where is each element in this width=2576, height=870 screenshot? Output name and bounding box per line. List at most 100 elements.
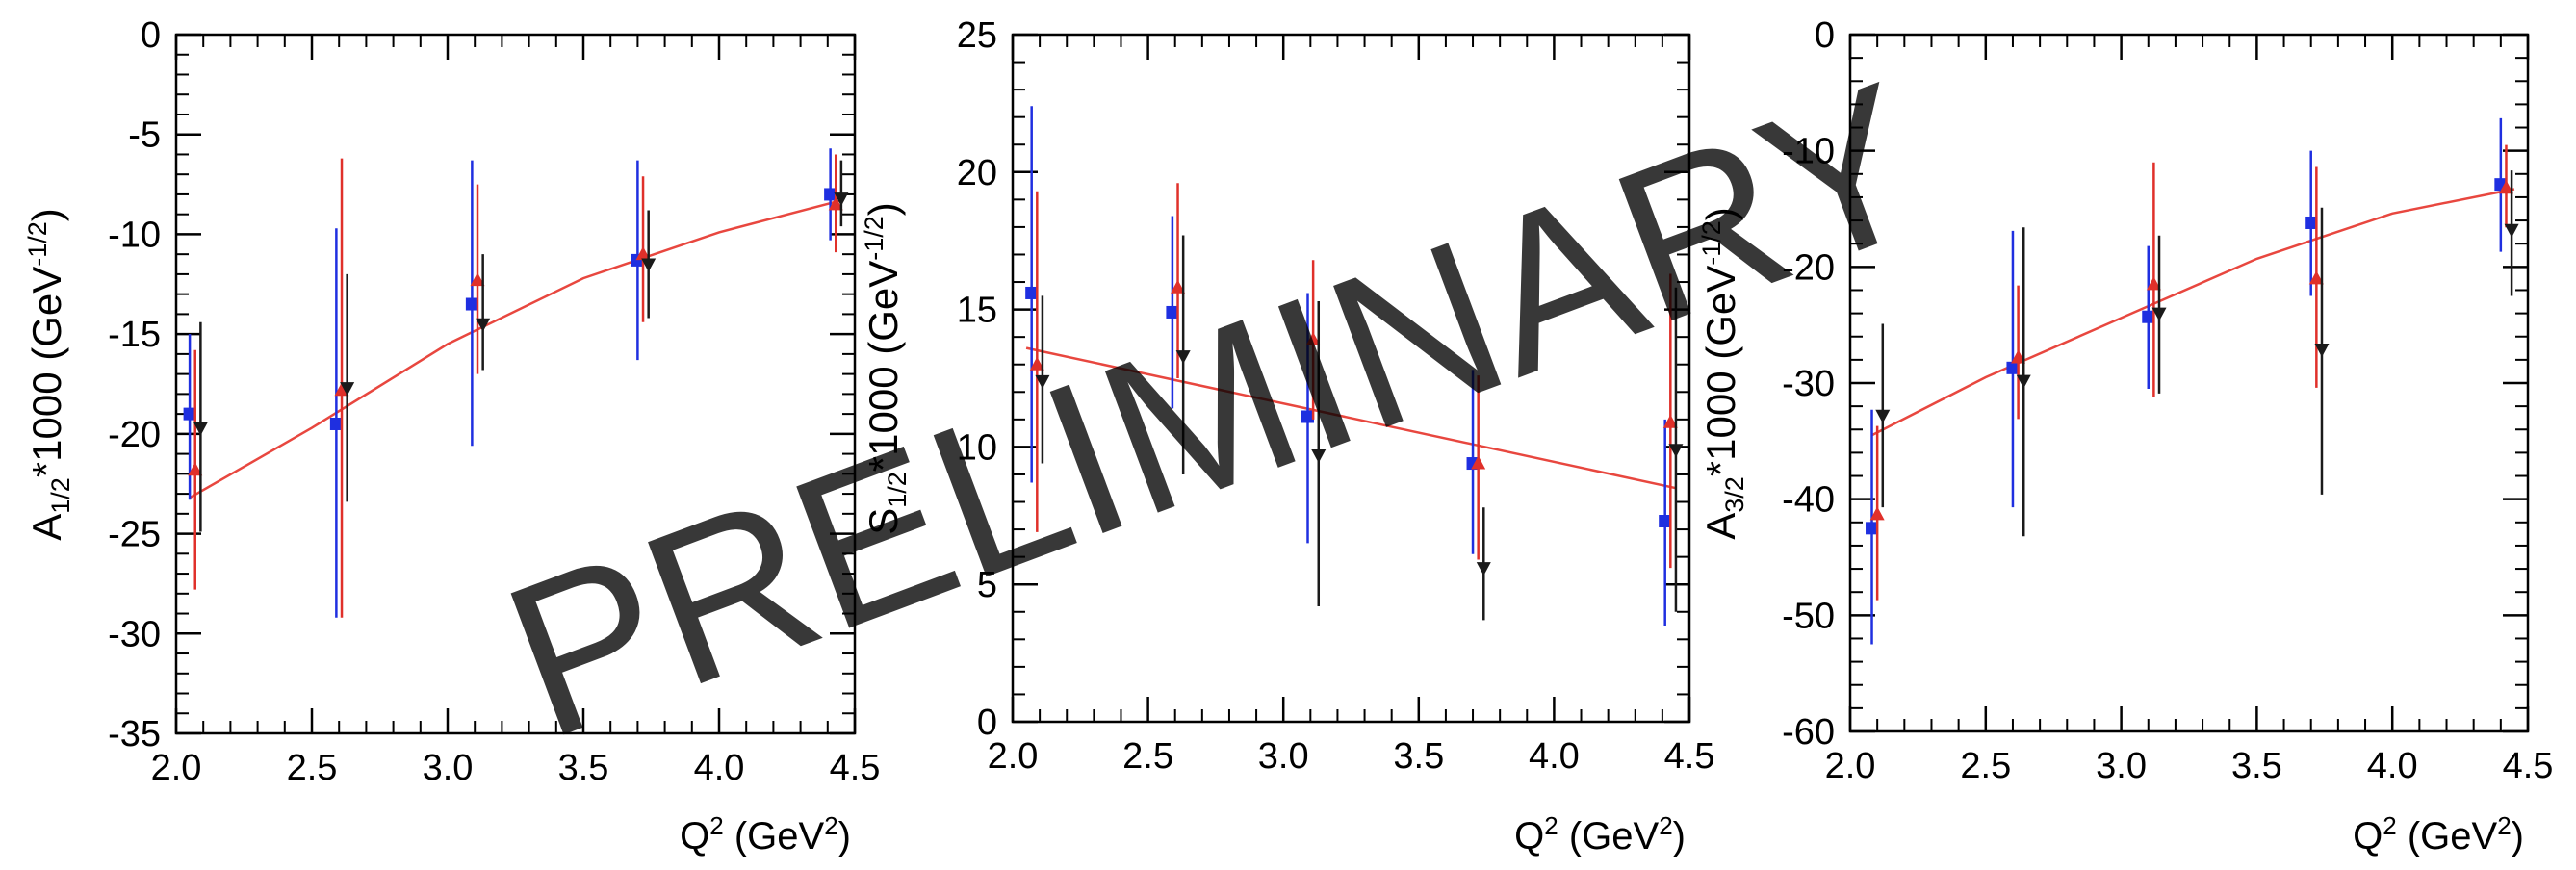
x-tick-label: 2.0 xyxy=(151,748,202,788)
data-point-inverted-triangle xyxy=(2504,223,2519,238)
series-blue xyxy=(1866,117,2508,645)
data-point-square xyxy=(1025,286,1039,299)
data-point-triangle xyxy=(2498,180,2513,194)
y-tick-label: -30 xyxy=(1782,364,1835,404)
x-tick-label: 3.0 xyxy=(1258,736,1309,777)
series-blue xyxy=(183,148,837,618)
plot-frame xyxy=(1848,33,2530,733)
y-tick-label: -25 xyxy=(108,515,161,555)
x-axis-label: Q2 (GeV2) xyxy=(2353,811,2524,857)
series-black xyxy=(193,160,849,532)
y-tick-label: -20 xyxy=(1782,247,1835,288)
x-tick-label: 4.0 xyxy=(2367,746,2418,786)
data-point-triangle xyxy=(1029,356,1044,371)
data-point-triangle xyxy=(334,382,349,397)
data-point-triangle xyxy=(1305,332,1321,346)
series-blue xyxy=(1025,106,1672,627)
data-point-inverted-triangle xyxy=(1311,448,1327,463)
x-tick-label: 2.5 xyxy=(1960,746,2011,786)
data-point-triangle xyxy=(2011,349,2026,364)
plot-frame xyxy=(174,33,857,735)
x-tick-label: 4.5 xyxy=(2503,746,2554,786)
y-tick-label: 25 xyxy=(957,15,997,56)
series-red xyxy=(188,154,843,618)
data-point-triangle xyxy=(2308,270,2324,285)
y-axis-label: A3/2*1000 (GeV-1/2) xyxy=(1697,207,1749,540)
data-point-inverted-triangle xyxy=(1875,409,1891,423)
data-point-inverted-triangle xyxy=(2016,374,2031,389)
x-tick-label: 3.5 xyxy=(558,748,609,788)
series-red xyxy=(1869,144,2513,601)
data-point-triangle xyxy=(1662,414,1678,428)
y-tick-label: -10 xyxy=(1782,132,1835,172)
y-tick-label: -10 xyxy=(108,215,161,255)
data-point-inverted-triangle xyxy=(1175,350,1191,365)
x-tick-label: 3.5 xyxy=(2231,746,2282,786)
data-point-square xyxy=(2142,310,2155,323)
y-tick-label: 5 xyxy=(977,565,997,605)
chart-panel-1: 2.0 2.5 3.0 3.5 4.0 4.5 -35 -30 -25 -20 -15 -10 -5 0 A… xyxy=(23,15,880,857)
data-point-inverted-triangle xyxy=(2314,344,2330,358)
data-point-inverted-triangle xyxy=(1035,374,1050,389)
data-point-triangle xyxy=(1171,279,1186,294)
data-point-triangle xyxy=(635,246,651,261)
y-tick-label: -40 xyxy=(1782,480,1835,521)
x-tick-label: 3.0 xyxy=(423,748,474,788)
y-tick-label: -15 xyxy=(108,315,161,355)
x-tick-label: 4.0 xyxy=(694,748,745,788)
y-tick-label: 20 xyxy=(957,153,997,193)
data-point-square xyxy=(824,188,837,201)
data-point-inverted-triangle xyxy=(1668,444,1684,458)
data-point-square xyxy=(1866,522,1879,535)
x-tick-label: 4.5 xyxy=(1664,736,1715,777)
x-tick-label: 4.0 xyxy=(1529,736,1580,777)
data-point-square xyxy=(183,407,196,421)
data-point-square xyxy=(465,297,478,311)
data-point-triangle xyxy=(188,462,203,476)
data-point-triangle xyxy=(2146,276,2161,291)
y-tick-label: 0 xyxy=(977,703,997,743)
data-point-inverted-triangle xyxy=(641,258,657,272)
x-axis-label: Q2 (GeV2) xyxy=(1514,811,1686,857)
x-tick-label: 2.5 xyxy=(1122,736,1173,777)
y-tick-label: -35 xyxy=(108,714,161,755)
data-point-triangle xyxy=(1471,455,1486,470)
fit-curve xyxy=(189,198,842,499)
data-point-square xyxy=(2006,361,2020,374)
y-tick-label: 0 xyxy=(141,15,161,56)
series-black xyxy=(1035,235,1684,621)
data-point-triangle xyxy=(828,196,843,211)
x-tick-label: 2.0 xyxy=(1825,746,1876,786)
x-tick-label: 3.0 xyxy=(2096,746,2147,786)
y-tick-label: -5 xyxy=(128,115,161,156)
y-tick-label: -60 xyxy=(1782,712,1835,753)
chart-panel-2: 2.0 2.5 3.0 3.5 4.0 4.5 0 5 10 15 20 25 S1/2*1000 (G… xyxy=(860,15,1714,857)
fit-curve xyxy=(1025,346,1677,490)
x-tick-label: 3.5 xyxy=(1393,736,1444,777)
plot-frame xyxy=(1011,33,1691,724)
data-point-triangle xyxy=(470,272,485,287)
y-axis-label: A1/2*1000 (GeV-1/2) xyxy=(23,208,75,541)
data-point-square xyxy=(329,417,343,430)
series-black xyxy=(1875,170,2519,537)
chart-panel-3: 2.0 2.5 3.0 3.5 4.0 4.5 -60 -50 -40 -30 -20 -10 0 A3/… xyxy=(1697,15,2553,857)
x-tick-label: 2.0 xyxy=(988,736,1039,777)
y-tick-label: -20 xyxy=(108,415,161,455)
data-point-triangle xyxy=(1869,506,1885,521)
data-point-square xyxy=(1301,410,1315,423)
data-point-inverted-triangle xyxy=(834,192,849,207)
y-tick-label: -50 xyxy=(1782,596,1835,636)
data-point-square xyxy=(2305,216,2318,229)
data-point-inverted-triangle xyxy=(476,318,491,332)
data-point-inverted-triangle xyxy=(2151,307,2167,321)
fit-curve xyxy=(1870,188,2515,437)
data-point-inverted-triangle xyxy=(193,422,208,436)
y-tick-label: 0 xyxy=(1815,15,1835,56)
y-tick-label: 15 xyxy=(957,291,997,331)
x-tick-label: 2.5 xyxy=(287,748,338,788)
data-point-inverted-triangle xyxy=(340,382,355,397)
y-tick-label: 10 xyxy=(957,427,997,468)
x-tick-label: 4.5 xyxy=(830,748,881,788)
y-tick-label: -30 xyxy=(108,614,161,654)
